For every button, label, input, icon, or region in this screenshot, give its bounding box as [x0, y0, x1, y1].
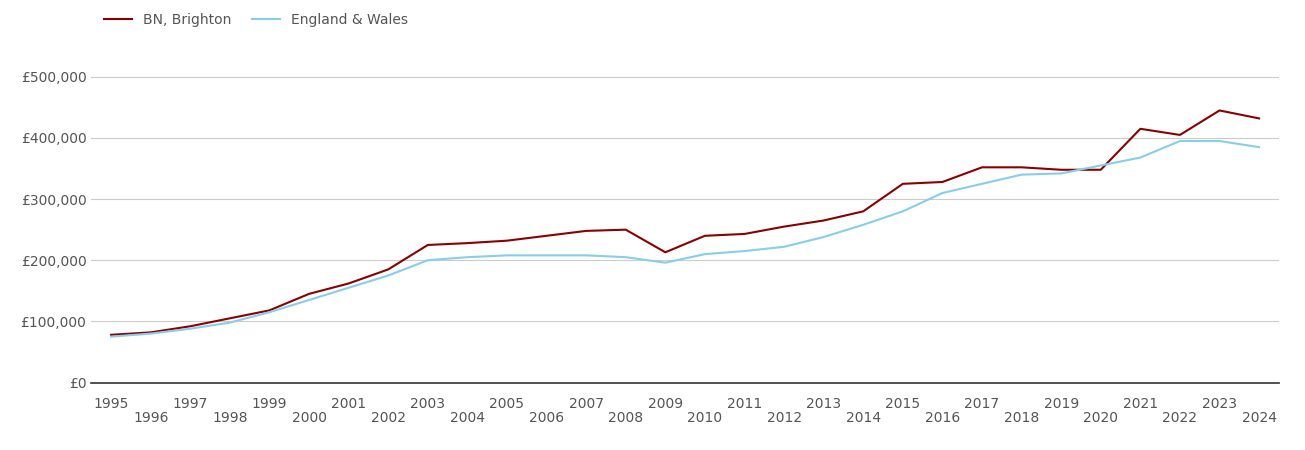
- Text: 1999: 1999: [252, 396, 287, 410]
- Text: 2024: 2024: [1241, 410, 1276, 424]
- BN, Brighton: [975, 165, 990, 170]
- BN, Brighton: [816, 218, 831, 223]
- England & Wales: [144, 331, 159, 336]
- BN, Brighton: [1172, 132, 1188, 138]
- BN, Brighton: [500, 238, 515, 243]
- England & Wales: [578, 252, 594, 258]
- England & Wales: [1251, 144, 1267, 150]
- Text: 2012: 2012: [766, 410, 801, 424]
- England & Wales: [262, 310, 278, 315]
- BN, Brighton: [301, 291, 317, 297]
- England & Wales: [539, 252, 555, 258]
- BN, Brighton: [737, 231, 753, 237]
- England & Wales: [895, 209, 911, 214]
- England & Wales: [737, 248, 753, 254]
- England & Wales: [1094, 163, 1109, 168]
- England & Wales: [1212, 138, 1228, 144]
- BN, Brighton: [183, 324, 198, 329]
- England & Wales: [658, 260, 673, 265]
- Text: 2019: 2019: [1044, 396, 1079, 410]
- Text: 2014: 2014: [846, 410, 881, 424]
- England & Wales: [500, 252, 515, 258]
- BN, Brighton: [103, 332, 119, 338]
- England & Wales: [1014, 172, 1030, 177]
- Text: 2000: 2000: [291, 410, 326, 424]
- Text: 2009: 2009: [647, 396, 683, 410]
- Line: England & Wales: England & Wales: [111, 141, 1259, 337]
- England & Wales: [1133, 155, 1148, 160]
- Text: 2001: 2001: [331, 396, 367, 410]
- Text: 2016: 2016: [925, 410, 960, 424]
- BN, Brighton: [144, 330, 159, 335]
- Text: 2004: 2004: [450, 410, 485, 424]
- Text: 2005: 2005: [489, 396, 525, 410]
- Text: 2006: 2006: [529, 410, 564, 424]
- Text: 2022: 2022: [1163, 410, 1198, 424]
- BN, Brighton: [1212, 108, 1228, 113]
- BN, Brighton: [619, 227, 634, 232]
- England & Wales: [856, 222, 872, 228]
- Text: 2015: 2015: [885, 396, 920, 410]
- England & Wales: [381, 273, 397, 278]
- BN, Brighton: [658, 250, 673, 255]
- BN, Brighton: [420, 242, 436, 248]
- Text: 1997: 1997: [172, 396, 207, 410]
- Legend: BN, Brighton, England & Wales: BN, Brighton, England & Wales: [98, 7, 414, 32]
- England & Wales: [341, 285, 356, 290]
- Text: 2003: 2003: [410, 396, 445, 410]
- BN, Brighton: [578, 228, 594, 234]
- England & Wales: [619, 255, 634, 260]
- Text: 2007: 2007: [569, 396, 604, 410]
- BN, Brighton: [856, 209, 872, 214]
- BN, Brighton: [222, 315, 238, 321]
- Text: 1995: 1995: [94, 396, 129, 410]
- BN, Brighton: [1053, 167, 1069, 172]
- England & Wales: [459, 255, 475, 260]
- BN, Brighton: [1014, 165, 1030, 170]
- England & Wales: [183, 326, 198, 331]
- Text: 1998: 1998: [213, 410, 248, 424]
- England & Wales: [975, 181, 990, 186]
- BN, Brighton: [697, 233, 713, 238]
- BN, Brighton: [776, 224, 792, 230]
- BN, Brighton: [934, 179, 950, 184]
- Text: 2017: 2017: [964, 396, 1000, 410]
- Text: 1996: 1996: [133, 410, 168, 424]
- England & Wales: [301, 297, 317, 303]
- Text: 2023: 2023: [1202, 396, 1237, 410]
- Text: 2020: 2020: [1083, 410, 1118, 424]
- Text: 2008: 2008: [608, 410, 643, 424]
- BN, Brighton: [1094, 167, 1109, 172]
- BN, Brighton: [262, 308, 278, 313]
- Text: 2002: 2002: [371, 410, 406, 424]
- BN, Brighton: [895, 181, 911, 186]
- England & Wales: [776, 244, 792, 249]
- England & Wales: [222, 320, 238, 325]
- Text: 2018: 2018: [1004, 410, 1039, 424]
- BN, Brighton: [341, 281, 356, 286]
- England & Wales: [816, 234, 831, 240]
- England & Wales: [1172, 138, 1188, 144]
- BN, Brighton: [1251, 116, 1267, 121]
- Text: 2021: 2021: [1122, 396, 1158, 410]
- BN, Brighton: [1133, 126, 1148, 131]
- England & Wales: [420, 257, 436, 263]
- Text: 2013: 2013: [806, 396, 842, 410]
- England & Wales: [1053, 171, 1069, 176]
- England & Wales: [697, 252, 713, 257]
- England & Wales: [934, 190, 950, 196]
- England & Wales: [103, 334, 119, 339]
- BN, Brighton: [381, 267, 397, 272]
- BN, Brighton: [459, 240, 475, 246]
- Text: 2011: 2011: [727, 396, 762, 410]
- Text: 2010: 2010: [688, 410, 723, 424]
- BN, Brighton: [539, 233, 555, 238]
- Line: BN, Brighton: BN, Brighton: [111, 110, 1259, 335]
